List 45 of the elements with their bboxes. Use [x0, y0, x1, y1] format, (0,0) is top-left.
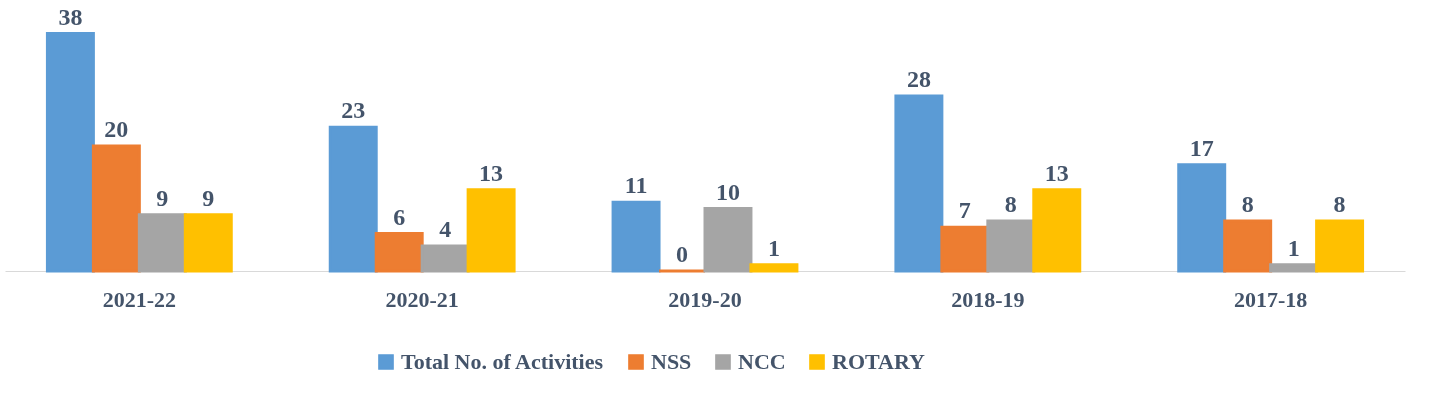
data-label: 1 — [1287, 234, 1300, 261]
x-tick-label: 2018-19 — [951, 286, 1025, 312]
bar — [611, 200, 661, 273]
data-label: 17 — [1189, 134, 1214, 161]
bar — [1177, 163, 1227, 273]
bar — [749, 263, 799, 273]
bar — [703, 207, 753, 273]
legend-label: NSS — [651, 349, 692, 374]
bar — [183, 213, 233, 273]
bar — [137, 213, 187, 273]
bar — [91, 144, 141, 273]
data-label: 11 — [624, 172, 648, 199]
bar — [374, 232, 424, 273]
x-tick-label: 2017-18 — [1233, 286, 1308, 312]
data-label: 9 — [202, 184, 215, 211]
x-tick-label: 2021-22 — [102, 286, 177, 312]
data-label: 20 — [104, 116, 129, 142]
data-label: 10 — [715, 178, 740, 205]
bar — [1315, 219, 1365, 273]
data-label: 1 — [767, 234, 780, 261]
bar — [420, 244, 470, 273]
legend-label: Total No. of Activities — [401, 349, 604, 374]
data-label: 23 — [341, 97, 366, 124]
data-label: 7 — [958, 197, 971, 224]
data-label: 13 — [479, 159, 504, 186]
data-label: 8 — [1004, 191, 1017, 217]
bar — [466, 188, 516, 273]
data-label: 0 — [676, 241, 689, 267]
bar — [1032, 188, 1082, 273]
data-label: 8 — [1241, 191, 1254, 217]
legend-label: NCC — [738, 349, 786, 374]
x-tick-label: 2020-21 — [385, 286, 459, 312]
data-label: 9 — [156, 184, 169, 211]
data-label: 13 — [1044, 159, 1069, 186]
x-tick-label: 2019-20 — [668, 286, 742, 312]
data-label: 6 — [393, 203, 406, 230]
data-label: 28 — [906, 66, 931, 92]
data-label: 4 — [439, 216, 452, 242]
data-label: 38 — [58, 3, 83, 30]
legend-label: ROTARY — [832, 349, 926, 374]
data-label: 8 — [1333, 191, 1346, 217]
bar — [328, 125, 378, 273]
bar — [894, 94, 944, 273]
bar — [45, 32, 95, 273]
bar — [1223, 219, 1273, 273]
